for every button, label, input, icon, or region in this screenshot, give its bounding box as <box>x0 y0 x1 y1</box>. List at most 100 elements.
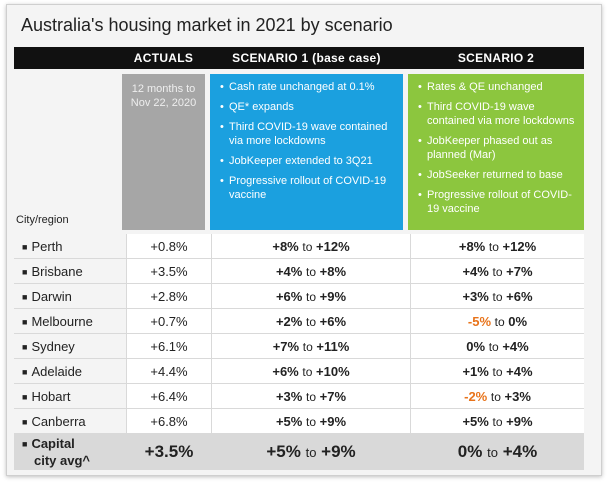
s2-high: +9% <box>506 413 533 429</box>
scenario2-panel: Rates & QE unchanged Third COVID-19 wave … <box>408 74 584 230</box>
assumption-item: Progressive rollout of COVID-19 vaccine <box>418 188 578 216</box>
city-cell: ■ Sydney <box>14 333 127 359</box>
s2-high: +12% <box>502 238 537 254</box>
assumption-item: QE* expands <box>220 100 397 114</box>
to-word: to <box>492 414 503 429</box>
avg-scenario1: +5% to +9% <box>211 433 411 470</box>
s2-low: -5% <box>467 313 492 329</box>
city-cell: ■ Perth <box>14 234 127 259</box>
to-word: to <box>492 364 503 379</box>
s2-low: +8% <box>458 238 486 254</box>
square-bullet-icon: ■ <box>22 291 28 302</box>
avg-city-line1: Capital <box>31 436 75 451</box>
assumption-item: JobKeeper phased out as planned (Mar) <box>418 134 578 162</box>
square-bullet-icon: ■ <box>22 366 28 377</box>
s2-low: -2% <box>464 388 488 404</box>
actuals-note: 12 months to Nov 22, 2020 <box>130 83 197 109</box>
assumption-item: JobSeeker returned to base <box>418 168 578 182</box>
city-name: Melbourne <box>31 313 93 329</box>
s1-low: +6% <box>272 363 299 379</box>
table-row: ■ Brisbane +3.5% +4% to +8% +4% to +7% <box>14 258 584 284</box>
s1-high: +9% <box>319 288 347 304</box>
scenario1-range: +4% to +8% <box>211 258 411 284</box>
to-word: to <box>492 289 503 304</box>
to-word: to <box>305 314 316 329</box>
to-word: to <box>305 414 316 429</box>
s1-high: +7% <box>319 388 347 404</box>
table-row: ■ Perth +0.8% +8% to +12% +8% to +12% <box>14 234 584 259</box>
s1-low: +5% <box>275 413 303 429</box>
s1-high: +10% <box>316 363 350 379</box>
city-cell: ■ Canberra <box>14 408 127 434</box>
s2-high: +6% <box>506 288 533 304</box>
city-region-header: City/region <box>16 214 69 226</box>
s2-high: 0% <box>508 313 528 329</box>
to-word: to <box>487 445 498 460</box>
assumption-item: Cash rate unchanged at 0.1% <box>220 80 397 94</box>
scenario2-range: +4% to +7% <box>410 258 584 284</box>
city-cell: ■ Brisbane <box>14 258 127 284</box>
city-name: Hobart <box>31 388 71 404</box>
s1-low: +7% <box>272 338 300 354</box>
actual-value: +4.4% <box>126 358 212 384</box>
actual-value: +6.1% <box>126 333 212 359</box>
scenario2-range: -5% to 0% <box>410 308 584 334</box>
city-name: Darwin <box>31 288 72 304</box>
s1-low: +3% <box>275 388 303 404</box>
avg-actual: +3.5% <box>126 433 212 470</box>
actual-value: +6.4% <box>126 383 212 409</box>
avg-city-cell: ■ Capital city avg^ <box>14 433 127 470</box>
avg-s1-high: +9% <box>321 442 356 461</box>
scenario2-range: +3% to +6% <box>410 283 584 309</box>
assumption-item: Third COVID-19 wave contained via more l… <box>418 100 578 128</box>
s1-low: +8% <box>272 238 299 254</box>
table-row: ■ Sydney +6.1% +7% to +11% 0% to +4% <box>14 333 584 359</box>
assumption-item: Rates & QE unchanged <box>418 80 578 94</box>
city-name: Brisbane <box>31 263 83 279</box>
actuals-panel: 12 months to Nov 22, 2020 <box>122 74 205 230</box>
to-word: to <box>302 239 313 254</box>
scenario1-range: +8% to +12% <box>211 234 411 259</box>
city-name: Canberra <box>31 413 86 429</box>
assumption-item: Progressive rollout of COVID-19 vaccine <box>220 174 397 202</box>
city-cell: ■ Melbourne <box>14 308 127 334</box>
scenario1-range: +7% to +11% <box>211 333 411 359</box>
scenario1-range: +6% to +9% <box>211 283 411 309</box>
s2-low: +4% <box>462 263 489 279</box>
square-bullet-icon: ■ <box>22 316 28 327</box>
s2-low: 0% <box>466 338 486 354</box>
header-actuals: ACTUALS <box>122 47 205 69</box>
scenario1-range: +3% to +7% <box>211 383 411 409</box>
square-bullet-icon: ■ <box>22 416 28 427</box>
to-word: to <box>305 264 316 279</box>
table-row: ■ Canberra +6.8% +5% to +9% +5% to +9% <box>14 408 584 434</box>
to-word: to <box>305 389 316 404</box>
scenario2-range: +1% to +4% <box>410 358 584 384</box>
s2-low: +1% <box>462 363 489 379</box>
table-row: ■ Darwin +2.8% +6% to +9% +3% to +6% <box>14 283 584 309</box>
city-cell: ■ Adelaide <box>14 358 127 384</box>
to-word: to <box>490 389 501 404</box>
scenario2-range: +8% to +12% <box>410 234 584 259</box>
to-word: to <box>302 339 313 354</box>
square-bullet-icon: ■ <box>22 439 28 449</box>
city-cell: ■ Darwin <box>14 283 127 309</box>
s1-high: +6% <box>319 313 347 329</box>
s1-low: +4% <box>275 263 303 279</box>
to-word: to <box>494 314 505 329</box>
s2-low: +3% <box>462 288 489 304</box>
avg-s2-low: 0% <box>457 442 483 461</box>
scenario2-assumptions: Rates & QE unchanged Third COVID-19 wave … <box>418 80 578 216</box>
to-word: to <box>488 339 499 354</box>
header-scenario2: SCENARIO 2 <box>408 47 584 69</box>
s1-high: +9% <box>319 413 347 429</box>
s2-high: +4% <box>502 338 529 354</box>
actual-value: +0.7% <box>126 308 212 334</box>
s1-low: +6% <box>275 288 303 304</box>
to-word: to <box>305 445 317 460</box>
scenario1-range: +5% to +9% <box>211 408 411 434</box>
assumption-item: Third COVID-19 wave contained via more l… <box>220 120 397 148</box>
avg-s1-low: +5% <box>266 442 301 461</box>
square-bullet-icon: ■ <box>22 341 28 352</box>
capital-avg-row: ■ Capital city avg^ +3.5% +5% to +9% 0% t… <box>14 433 584 470</box>
